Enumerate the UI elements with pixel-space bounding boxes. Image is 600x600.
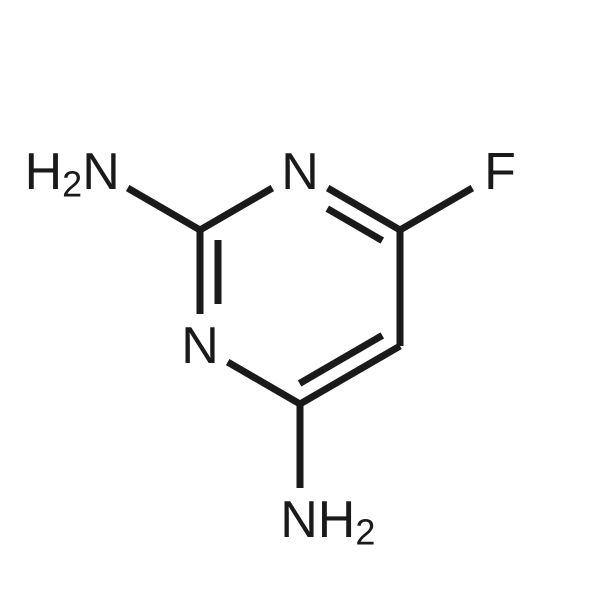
molecule-diagram: N N F H2N NH2 [0,0,600,600]
bonds-group [128,188,473,488]
atom-label-nh2a: H2N [25,143,120,204]
bond [328,188,400,230]
atom-label-n1: N [281,143,319,201]
bond [228,362,300,404]
atom-label-n5: N [181,317,219,375]
atom-label-f7: F [484,143,516,201]
bond [200,188,272,230]
bond [400,188,472,230]
bond [128,188,200,230]
atom-label-nh2b: NH2 [280,491,375,552]
